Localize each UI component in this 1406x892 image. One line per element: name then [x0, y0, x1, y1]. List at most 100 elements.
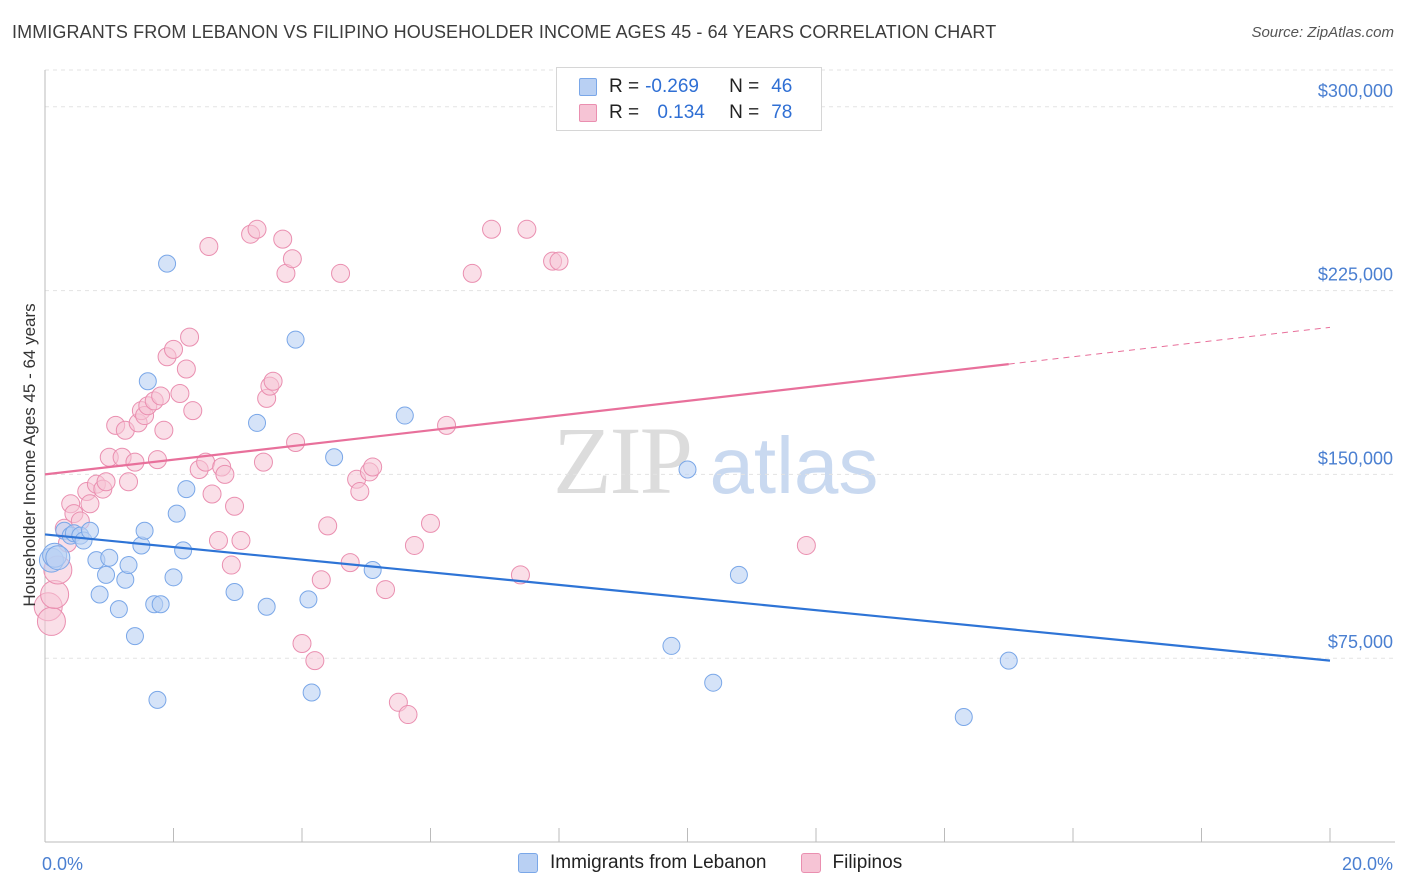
filipinos-point	[180, 327, 200, 347]
filipinos-point	[154, 420, 174, 440]
filipinos-point	[183, 401, 203, 421]
legend-swatch-pink	[579, 104, 597, 122]
watermark: ZIP atlas	[553, 405, 878, 516]
lebanon-point	[704, 673, 723, 692]
lebanon-point	[109, 600, 128, 619]
lebanon-point	[248, 413, 267, 432]
lebanon-point	[174, 541, 193, 560]
legend-r-label: R =	[609, 102, 640, 123]
filipinos-point	[170, 384, 190, 404]
filipinos-point	[398, 705, 418, 725]
lebanon-trend-line	[44, 533, 1331, 662]
legend-swatch-pink	[800, 853, 821, 873]
filipinos-point	[96, 472, 116, 492]
filipinos-point	[151, 386, 171, 406]
lebanon-point	[225, 583, 244, 602]
chart-title: IMMIGRANTS FROM LEBANON VS FILIPINO HOUS…	[12, 22, 997, 42]
watermark-zip: ZIP	[553, 407, 689, 514]
filipinos-point	[376, 580, 396, 600]
lebanon-point	[729, 565, 748, 584]
legend-n-value: 46	[771, 76, 793, 97]
legend-n-value: 78	[771, 102, 793, 123]
filipinos-point	[311, 570, 331, 590]
filipinos-point	[263, 371, 283, 391]
lebanon-point	[299, 590, 318, 609]
x-tick-label: 20.0%	[1342, 854, 1393, 874]
lebanon-point	[151, 595, 170, 614]
filipinos-point	[286, 433, 306, 453]
source-credit: Source: ZipAtlas.com	[1251, 24, 1394, 41]
filipinos-point	[510, 565, 530, 585]
correlation-legend: R = -0.269 N = 46 R = 0.134 N = 78	[556, 67, 822, 131]
lebanon-point	[100, 548, 119, 567]
legend-swatch-blue	[518, 853, 538, 873]
filipinos-point	[549, 251, 569, 271]
lebanon-point	[999, 651, 1018, 670]
lebanon-point	[954, 708, 973, 727]
filipinos-point	[125, 452, 145, 472]
filipinos-point	[176, 359, 196, 379]
filipinos-point	[221, 555, 241, 575]
filipinos-point	[350, 482, 370, 502]
lebanon-point	[325, 448, 344, 467]
lebanon-point	[45, 545, 71, 571]
lebanon-point	[138, 372, 157, 391]
y-tick-label: $225,000	[1318, 265, 1393, 285]
filipinos-point	[199, 236, 219, 256]
lebanon-point	[148, 690, 167, 709]
lebanon-point	[395, 406, 414, 425]
y-tick-label: $150,000	[1318, 448, 1393, 468]
filipinos-point	[247, 219, 267, 239]
filipinos-point	[147, 450, 167, 470]
filipinos-point	[363, 457, 383, 477]
lebanon-point	[125, 627, 144, 646]
filipinos-point	[231, 531, 251, 551]
filipinos-point	[482, 219, 502, 239]
lebanon-point	[164, 568, 183, 587]
series-legend: Immigrants from Lebanon Filipinos	[518, 852, 936, 874]
y-axis-label: Householder Income Ages 45 - 64 years	[20, 303, 39, 607]
filipinos-point	[164, 339, 183, 359]
legend-item-lebanon: Immigrants from Lebanon	[518, 852, 767, 874]
filipinos-point	[437, 415, 457, 435]
filipinos-point	[318, 516, 338, 536]
lebanon-point	[177, 480, 196, 499]
watermark-atlas: atlas	[709, 421, 879, 510]
filipinos-point	[253, 452, 273, 472]
lebanon-point	[363, 560, 382, 579]
lebanon-point	[116, 570, 135, 589]
legend-n-label: N =	[729, 76, 760, 97]
legend-label-filipinos: Filipinos	[832, 852, 903, 873]
lebanon-point	[158, 254, 177, 273]
lebanon-point	[257, 597, 276, 616]
filipinos-point	[208, 531, 228, 551]
legend-r-label: R =	[609, 76, 640, 97]
filipinos-point	[517, 219, 537, 239]
filipinos-point	[282, 249, 302, 269]
y-tick-label: $75,000	[1328, 632, 1393, 652]
legend-label-lebanon: Immigrants from Lebanon	[550, 852, 767, 873]
y-tick-label: $300,000	[1318, 81, 1393, 101]
filipinos-point	[340, 553, 360, 573]
lebanon-point	[302, 683, 321, 702]
filipinos-trend-extension	[1008, 326, 1331, 365]
lebanon-point	[662, 636, 681, 655]
legend-row-filipinos: R = 0.134 N = 78	[579, 100, 792, 126]
filipinos-point	[40, 579, 70, 609]
filipinos-point	[273, 229, 293, 249]
x-tick-label: 0.0%	[42, 854, 83, 874]
lebanon-point	[119, 556, 138, 575]
filipinos-point	[119, 472, 139, 492]
filipinos-point	[202, 484, 222, 504]
lebanon-point	[90, 585, 109, 604]
lebanon-point	[678, 460, 697, 479]
legend-r-value: 0.134	[657, 102, 705, 123]
filipinos-point	[331, 263, 351, 283]
legend-swatch-blue	[579, 78, 597, 96]
filipinos-point	[305, 651, 325, 671]
filipinos-point	[796, 535, 816, 555]
legend-row-lebanon: R = -0.269 N = 46	[579, 74, 792, 100]
filipinos-point	[225, 496, 245, 516]
lebanon-point	[135, 521, 154, 540]
